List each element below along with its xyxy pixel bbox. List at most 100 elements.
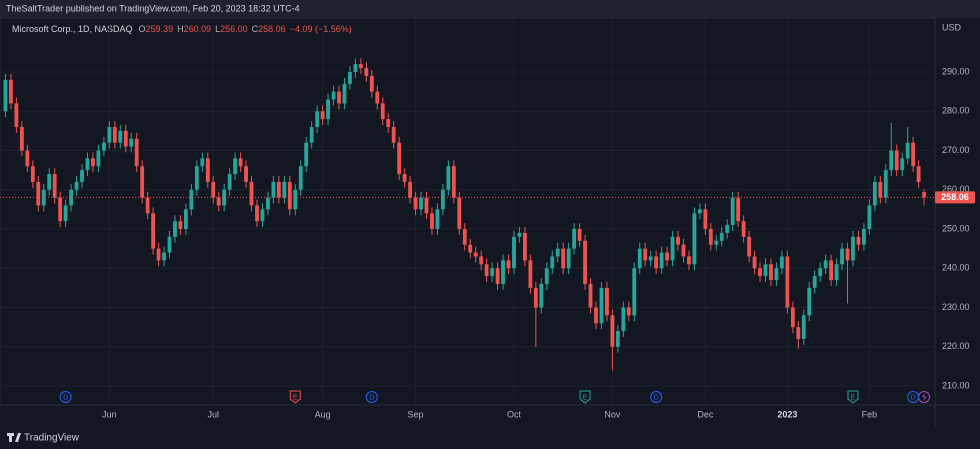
candle-body — [555, 248, 560, 257]
candle-body — [490, 268, 495, 277]
y-tick-label: 280.00 — [942, 106, 970, 116]
candle-body — [665, 252, 669, 261]
candle-body — [878, 181, 883, 198]
candle-body — [676, 236, 680, 245]
candle-body — [812, 276, 817, 288]
candle-body — [14, 103, 19, 127]
candle-body — [233, 158, 238, 175]
candle-body — [3, 79, 8, 112]
candle-body — [610, 315, 615, 347]
candle-body — [85, 158, 90, 171]
candle-body — [413, 197, 418, 210]
candle-body — [41, 189, 46, 206]
candle-body — [238, 158, 243, 167]
candle-body — [249, 181, 254, 206]
candle-body — [681, 244, 686, 257]
candle-body — [216, 197, 221, 206]
candle-body — [911, 142, 916, 167]
candle-body — [566, 248, 571, 269]
footer-brand: TradingView — [24, 433, 80, 444]
candle-body — [134, 138, 139, 167]
y-tick-label: 240.00 — [942, 263, 970, 273]
candle-body — [358, 64, 363, 69]
event-label: D — [63, 394, 68, 401]
candle-body — [342, 83, 347, 104]
candle-body — [484, 264, 489, 277]
candle-body — [260, 209, 265, 222]
candle-body — [183, 209, 188, 230]
candle-body — [255, 205, 259, 222]
split-icon — [922, 393, 927, 401]
event-marker — [59, 391, 72, 403]
candle-body — [52, 174, 57, 198]
candle-body — [495, 268, 500, 284]
event-marker — [847, 390, 859, 404]
candle-body — [25, 150, 30, 167]
candle-body — [391, 126, 396, 143]
candle-body — [375, 91, 380, 104]
candle-body — [200, 158, 205, 167]
candle-body — [692, 213, 697, 265]
candle-body — [96, 150, 101, 167]
candle-body — [397, 142, 402, 175]
candle-body — [402, 174, 407, 182]
candle-body — [173, 221, 177, 237]
y-tick-label: 210.00 — [942, 380, 970, 390]
candle-body — [533, 287, 538, 308]
candle-body — [266, 197, 270, 210]
candle-body — [708, 229, 713, 245]
legend-value: 256.00 — [220, 24, 248, 34]
candle-body — [605, 287, 609, 316]
x-tick-label: Feb — [862, 409, 878, 419]
candle-body — [123, 130, 128, 147]
event-marker — [365, 391, 378, 403]
candle-body — [583, 240, 587, 284]
candle-body — [790, 307, 795, 328]
candle-body — [304, 142, 309, 167]
x-tick-label: Sep — [408, 409, 424, 419]
candle-body — [107, 126, 112, 143]
candle-body — [807, 287, 812, 316]
candle-body — [112, 126, 117, 143]
candle-body — [796, 327, 801, 339]
candle-body — [326, 99, 330, 120]
candle-body — [769, 264, 773, 281]
candle-body — [752, 256, 757, 269]
candle-body — [561, 248, 566, 269]
legend-title: Microsoft Corp., 1D, NASDAQ — [12, 24, 133, 34]
x-tick-label: 2023 — [777, 409, 797, 419]
candle-body — [648, 256, 653, 261]
x-tick-label: Aug — [315, 409, 331, 419]
x-tick-label: Oct — [507, 409, 522, 419]
candle-body — [63, 205, 68, 222]
candle-body — [823, 260, 828, 269]
candle-body — [550, 256, 555, 269]
candle-body — [687, 256, 691, 265]
candle-body — [867, 205, 872, 230]
candle-body — [287, 181, 292, 210]
legend-value: 258.06 — [258, 24, 286, 34]
candle-body — [506, 260, 511, 269]
candle-body — [167, 236, 172, 253]
candle-body — [440, 189, 445, 210]
candle-body — [840, 248, 844, 265]
x-tick-label: Jun — [102, 409, 117, 419]
footer-bar — [0, 428, 980, 449]
candle-body — [479, 256, 484, 265]
candle-body — [222, 189, 227, 206]
candle-body — [69, 189, 73, 206]
candle-body — [522, 232, 527, 261]
y-tick-label: 250.00 — [942, 223, 970, 233]
y-tick-label: 220.00 — [942, 341, 970, 351]
candle-body — [298, 166, 303, 190]
candle-body — [829, 260, 834, 281]
candle-body — [189, 189, 194, 210]
y-tick-label: 270.00 — [942, 145, 970, 155]
logo — [7, 433, 21, 442]
candle-body — [818, 268, 823, 277]
legend-change: −4.09 (−1.56%) — [290, 24, 352, 34]
candle-body — [703, 209, 708, 230]
candle-body — [205, 158, 210, 182]
candle-body — [47, 174, 52, 190]
candle-body — [36, 181, 41, 206]
